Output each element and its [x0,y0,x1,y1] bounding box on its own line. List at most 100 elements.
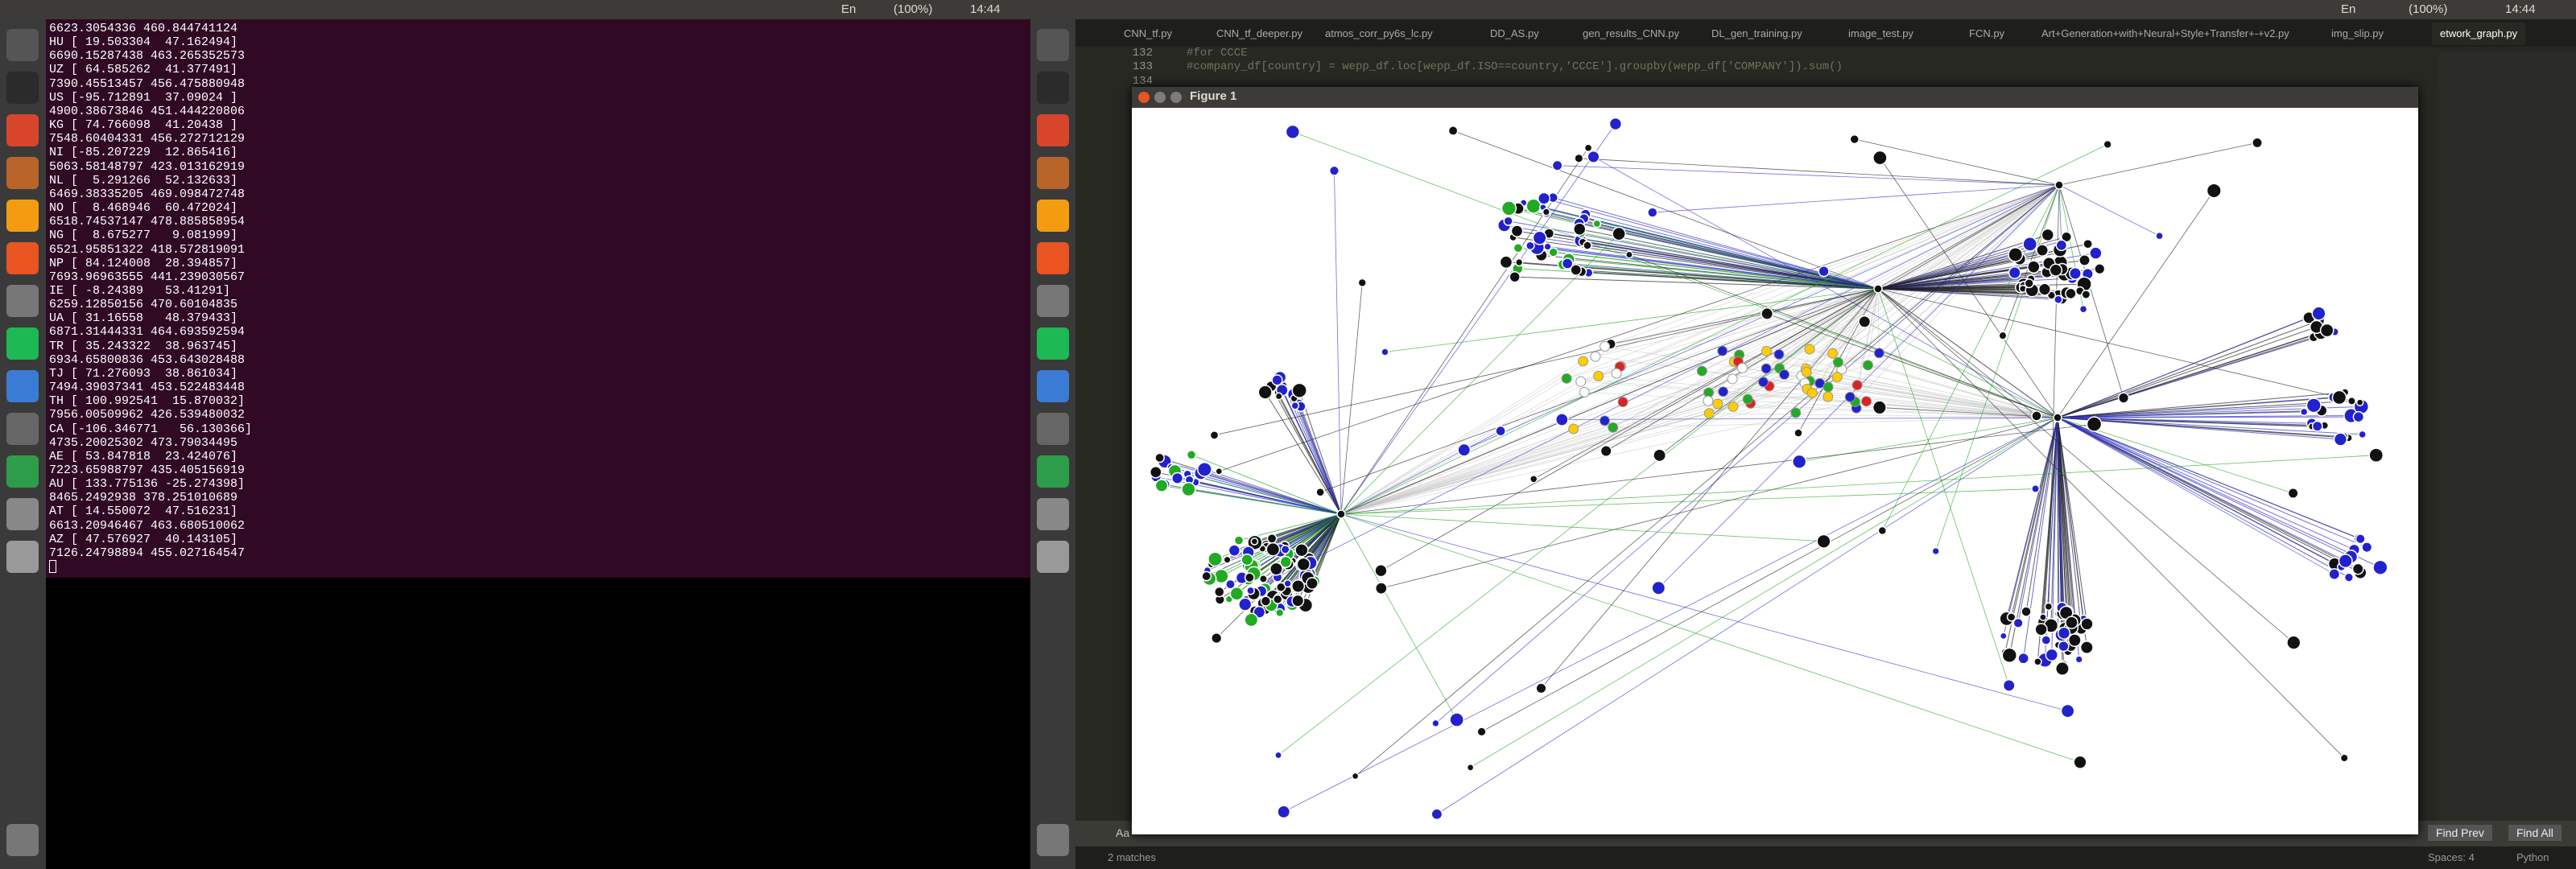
indentation[interactable]: Spaces: 4 [2428,851,2475,863]
editor-tab[interactable]: img_slip.py [2331,23,2384,45]
editor-tab[interactable]: DD_AS.py [1490,23,1539,45]
keyboard[interactable]: En [2341,2,2356,16]
clock[interactable]: 14:44 [970,2,1001,16]
editor-tab[interactable]: FCN.py [1969,23,2004,45]
flag-node [1773,348,1785,360]
graph-edge [1553,197,1879,290]
launcher-icon[interactable] [6,541,39,573]
graph-edge [1340,368,1743,515]
launcher-icon[interactable] [1037,72,1069,104]
graph-edge [2057,417,2355,550]
launcher-icon[interactable] [1037,413,1069,445]
graph-edge [1277,380,1342,515]
launcher-icon[interactable] [1037,285,1069,317]
launcher-icon[interactable] [1037,327,1069,360]
launcher-icon[interactable] [1037,157,1069,189]
graph-edge [1298,390,1342,515]
minimap [2439,51,2576,824]
terminal-line: UA [ 31.16558 48.379433] [49,311,238,326]
terminal-line: 6623.3054336 460.844741124 [49,22,238,35]
launcher-icon[interactable] [6,200,39,232]
graph-edge [1877,288,2010,686]
graph-edge [1311,513,1342,584]
minimize-button[interactable] [1154,92,1166,103]
launcher-icon[interactable] [6,370,39,402]
launcher-icon[interactable] [1037,242,1069,274]
flag-node [1778,369,1790,380]
find-prev-button[interactable]: Find Prev [2428,825,2492,841]
launcher-icon[interactable] [6,29,39,61]
graph-edge [2057,397,2340,418]
terminal-line: AU [ 133.775136 -25.274398] [49,477,246,492]
editor-tab[interactable]: CNN_tf.py [1124,23,1172,45]
trash-icon[interactable] [1037,824,1069,856]
terminal-line: 5063.58148797 423.013162919 [49,159,246,174]
editor-tab[interactable]: gen_results_CNN.py [1583,23,1679,45]
graph-edge [2008,417,2058,656]
editor-tab[interactable]: DL_gen_training.py [1711,23,1802,45]
graph-edge [1879,406,2058,418]
close-button[interactable] [1138,92,1150,103]
launcher-icon[interactable] [1037,200,1069,232]
syntax[interactable]: Python [2516,851,2549,863]
graph-edge [1539,237,1879,290]
editor-tab[interactable]: image_test.py [1848,23,1913,45]
find-all-button[interactable]: Find All [2508,825,2562,841]
launcher-icon[interactable] [6,285,39,317]
graph-edge [2057,417,2350,579]
maximize-button[interactable] [1170,92,1182,103]
graph-node [2058,640,2070,653]
launcher-icon[interactable] [1037,114,1069,146]
launcher-icon[interactable] [1037,498,1069,530]
editor-tab[interactable]: atmos_corr_py6s_lc.py [1325,23,1433,45]
launcher-icon[interactable] [1037,29,1069,61]
graph-edge [1823,270,1879,290]
terminal-line: TR [ 35.243322 38.963745] [49,339,238,353]
graph-edge [1605,184,2060,451]
case-toggle[interactable]: Aa [1116,826,1130,839]
graph-node [1272,594,1283,605]
graph-node [2079,640,2094,655]
match-count: 2 matches [1108,851,1156,863]
graph-edge [1541,288,1879,689]
trash-icon[interactable] [6,824,39,856]
battery[interactable]: (100%) [894,2,933,16]
launcher-icon[interactable] [6,413,39,445]
figure-title: Figure 1 [1190,89,1237,103]
launcher-icon[interactable] [6,157,39,189]
launcher-icon[interactable] [6,242,39,274]
graph-node [2333,432,2348,447]
graph-edge [2017,417,2058,624]
launcher-icon[interactable] [1037,541,1069,573]
launcher-icon[interactable] [6,455,39,488]
graph-node [2061,231,2072,243]
launcher-icon[interactable] [6,327,39,360]
editor-tab[interactable]: CNN_tf_deeper.py [1216,23,1302,45]
graph-node [2343,572,2354,583]
graph-edge [1250,184,2060,591]
battery[interactable]: (100%) [2409,2,2448,16]
graph-edge [2023,417,2058,659]
flag-node [1736,362,1748,373]
launcher-icon[interactable] [6,498,39,530]
graph-edge [1877,288,2294,643]
graph-node [2355,533,2366,545]
launcher-icon[interactable] [1037,370,1069,402]
graph-edge [1300,406,1342,515]
graph-node [2057,626,2071,640]
keyboard[interactable]: En [841,2,857,16]
editor-tab[interactable]: Art+Generation+with+Neural+Style+Transfe… [2041,23,2289,45]
graph-edge [1355,184,2060,776]
clock[interactable]: 14:44 [2505,2,2536,16]
launcher-icon[interactable] [6,114,39,146]
graph-edge [1562,417,2058,420]
graph-edge [2011,417,2058,617]
editor-tab[interactable]: etwork_graph.py [2432,23,2526,45]
launcher-icon[interactable] [6,72,39,104]
graph-edge [1742,184,2060,369]
launcher-icon[interactable] [1037,455,1069,488]
graph-node [2328,568,2341,580]
graph-edge [1612,417,2058,428]
graph-node [2065,287,2077,300]
flag-node [1575,376,1587,387]
